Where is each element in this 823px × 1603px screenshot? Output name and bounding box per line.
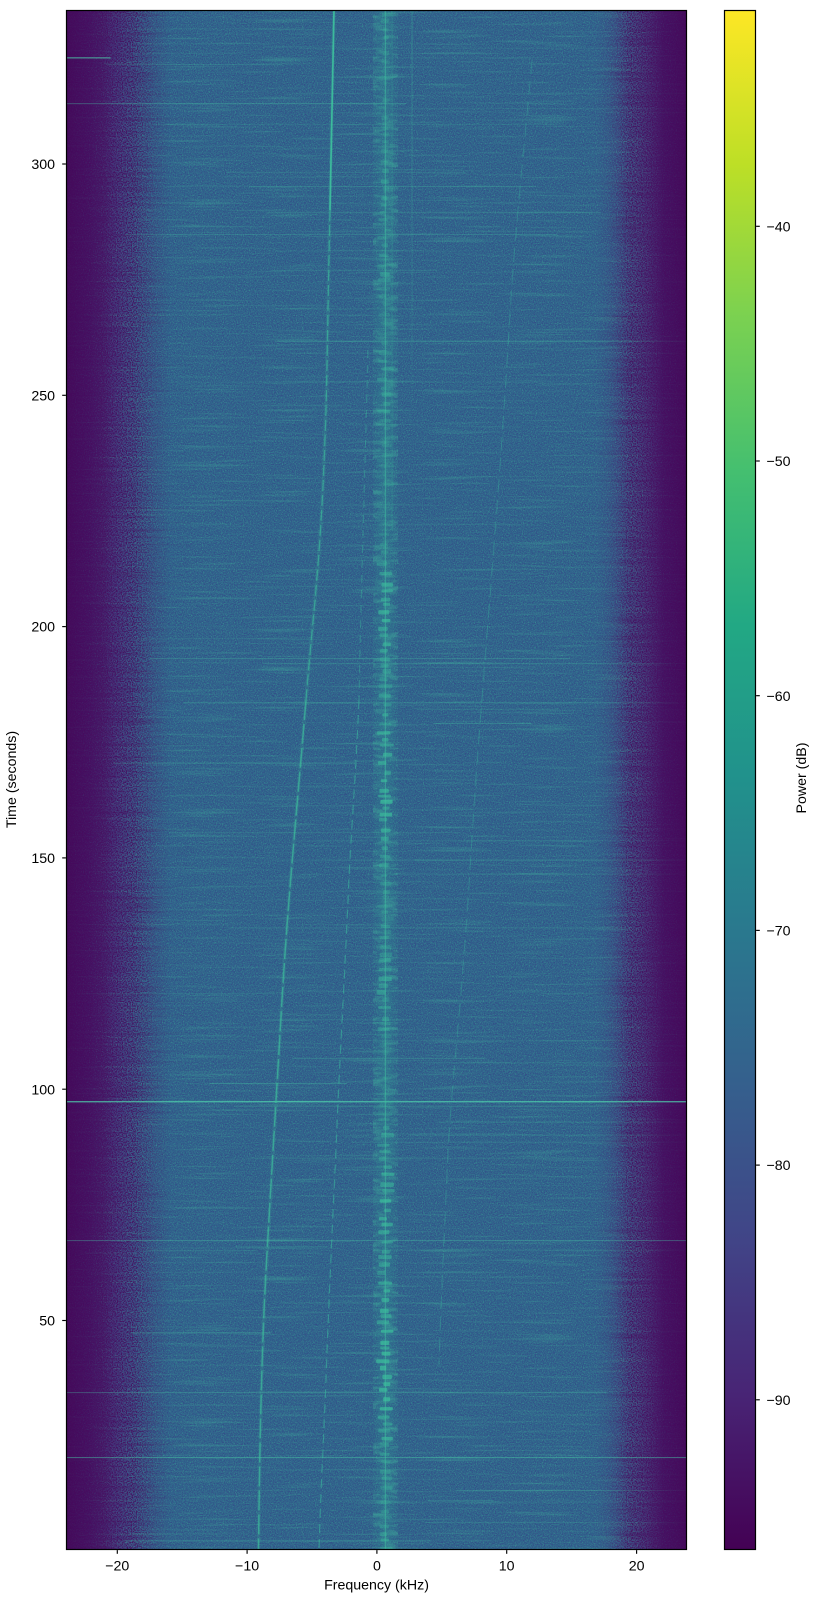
svg-text:−70: −70 xyxy=(767,924,791,940)
svg-text:150: 150 xyxy=(31,851,55,867)
svg-text:Frequency (kHz): Frequency (kHz) xyxy=(324,1578,429,1594)
svg-text:100: 100 xyxy=(31,1082,55,1098)
svg-text:20: 20 xyxy=(629,1559,645,1575)
svg-text:50: 50 xyxy=(39,1314,55,1330)
svg-text:−10: −10 xyxy=(235,1559,259,1575)
svg-text:−50: −50 xyxy=(767,454,791,470)
svg-text:300: 300 xyxy=(31,157,55,173)
svg-text:0: 0 xyxy=(373,1559,381,1575)
svg-text:Power (dB): Power (dB) xyxy=(794,743,810,814)
svg-text:−20: −20 xyxy=(105,1559,129,1575)
svg-text:Time (seconds): Time (seconds) xyxy=(4,731,20,828)
svg-text:250: 250 xyxy=(31,388,55,404)
svg-text:10: 10 xyxy=(499,1559,515,1575)
svg-text:200: 200 xyxy=(31,620,55,636)
svg-text:−40: −40 xyxy=(767,219,791,235)
svg-text:−60: −60 xyxy=(767,689,791,705)
svg-text:−90: −90 xyxy=(767,1393,791,1409)
svg-text:−80: −80 xyxy=(767,1158,791,1174)
